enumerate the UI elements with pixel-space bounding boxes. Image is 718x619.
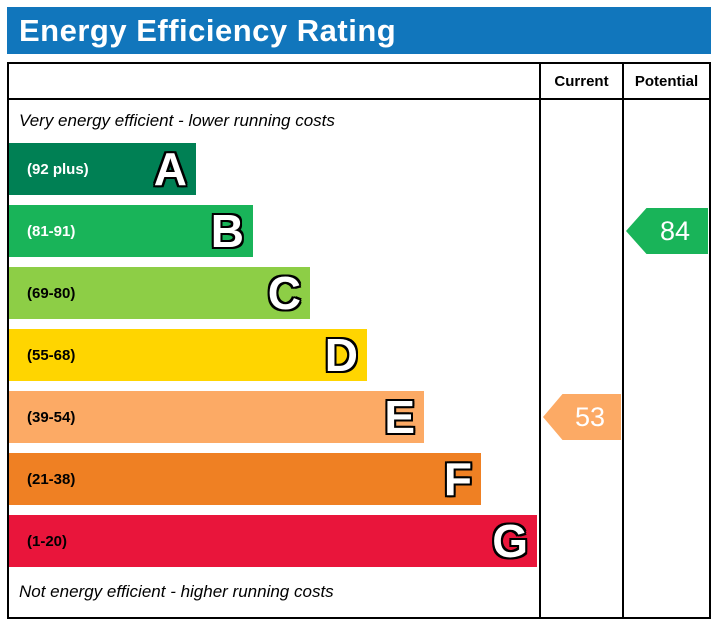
header-spacer [9,64,539,98]
current-rating-value: 53 [574,401,606,432]
band-row-b: (81-91) B [9,200,539,262]
band-range-label: (81-91) [27,222,76,240]
energy-efficiency-chart: Current Potential Very energy efficient … [7,62,711,619]
band-bar-g: (1-20) G [9,515,537,567]
band-bar-e: (39-54) E [9,391,424,443]
band-bar-c: (69-80) C [9,267,310,319]
band-bar-d: (55-68) D [9,329,367,381]
band-range-label: (92 plus) [27,160,89,178]
band-letter: B [210,205,244,257]
band-range-label: (39-54) [27,408,76,426]
band-letter: D [324,329,358,381]
band-bar-b: (81-91) B [9,205,253,257]
band-row-d: (55-68) D [9,324,539,386]
band-letter: C [267,267,301,319]
band-bar-a: (92 plus) A [9,143,196,195]
column-header-current: Current [539,64,622,98]
band-range-label: (69-80) [27,284,76,302]
band-row-f: (21-38) F [9,448,539,510]
current-rating-arrow: 53 [543,394,621,440]
chart-body: Very energy efficient - lower running co… [9,100,709,617]
title-bar: Energy Efficiency Rating [7,7,711,54]
bands-list: (92 plus) A (81-91) B (69-80) C [9,138,539,572]
top-note: Very energy efficient - lower running co… [19,111,335,130]
band-letter: E [384,391,415,443]
bottom-note: Not energy efficient - higher running co… [19,582,334,601]
current-column: 53 [539,100,622,617]
chart-header-row: Current Potential [9,64,709,100]
band-row-g: (1-20) G [9,510,539,572]
potential-rating-arrow: 84 [626,208,708,254]
band-letter: F [443,453,472,505]
band-range-label: (55-68) [27,346,76,364]
page-title: Energy Efficiency Rating [19,12,397,48]
band-range-label: (21-38) [27,470,76,488]
bands-column: Very energy efficient - lower running co… [9,100,539,617]
band-row-a: (92 plus) A [9,138,539,200]
band-bar-f: (21-38) F [9,453,481,505]
band-row-e: (39-54) E [9,386,539,448]
band-row-c: (69-80) C [9,262,539,324]
column-header-potential: Potential [622,64,709,98]
band-letter: A [153,143,187,195]
potential-column: 84 [622,100,709,617]
potential-rating-value: 84 [659,215,691,246]
band-letter: G [492,515,528,567]
band-range-label: (1-20) [27,532,68,550]
